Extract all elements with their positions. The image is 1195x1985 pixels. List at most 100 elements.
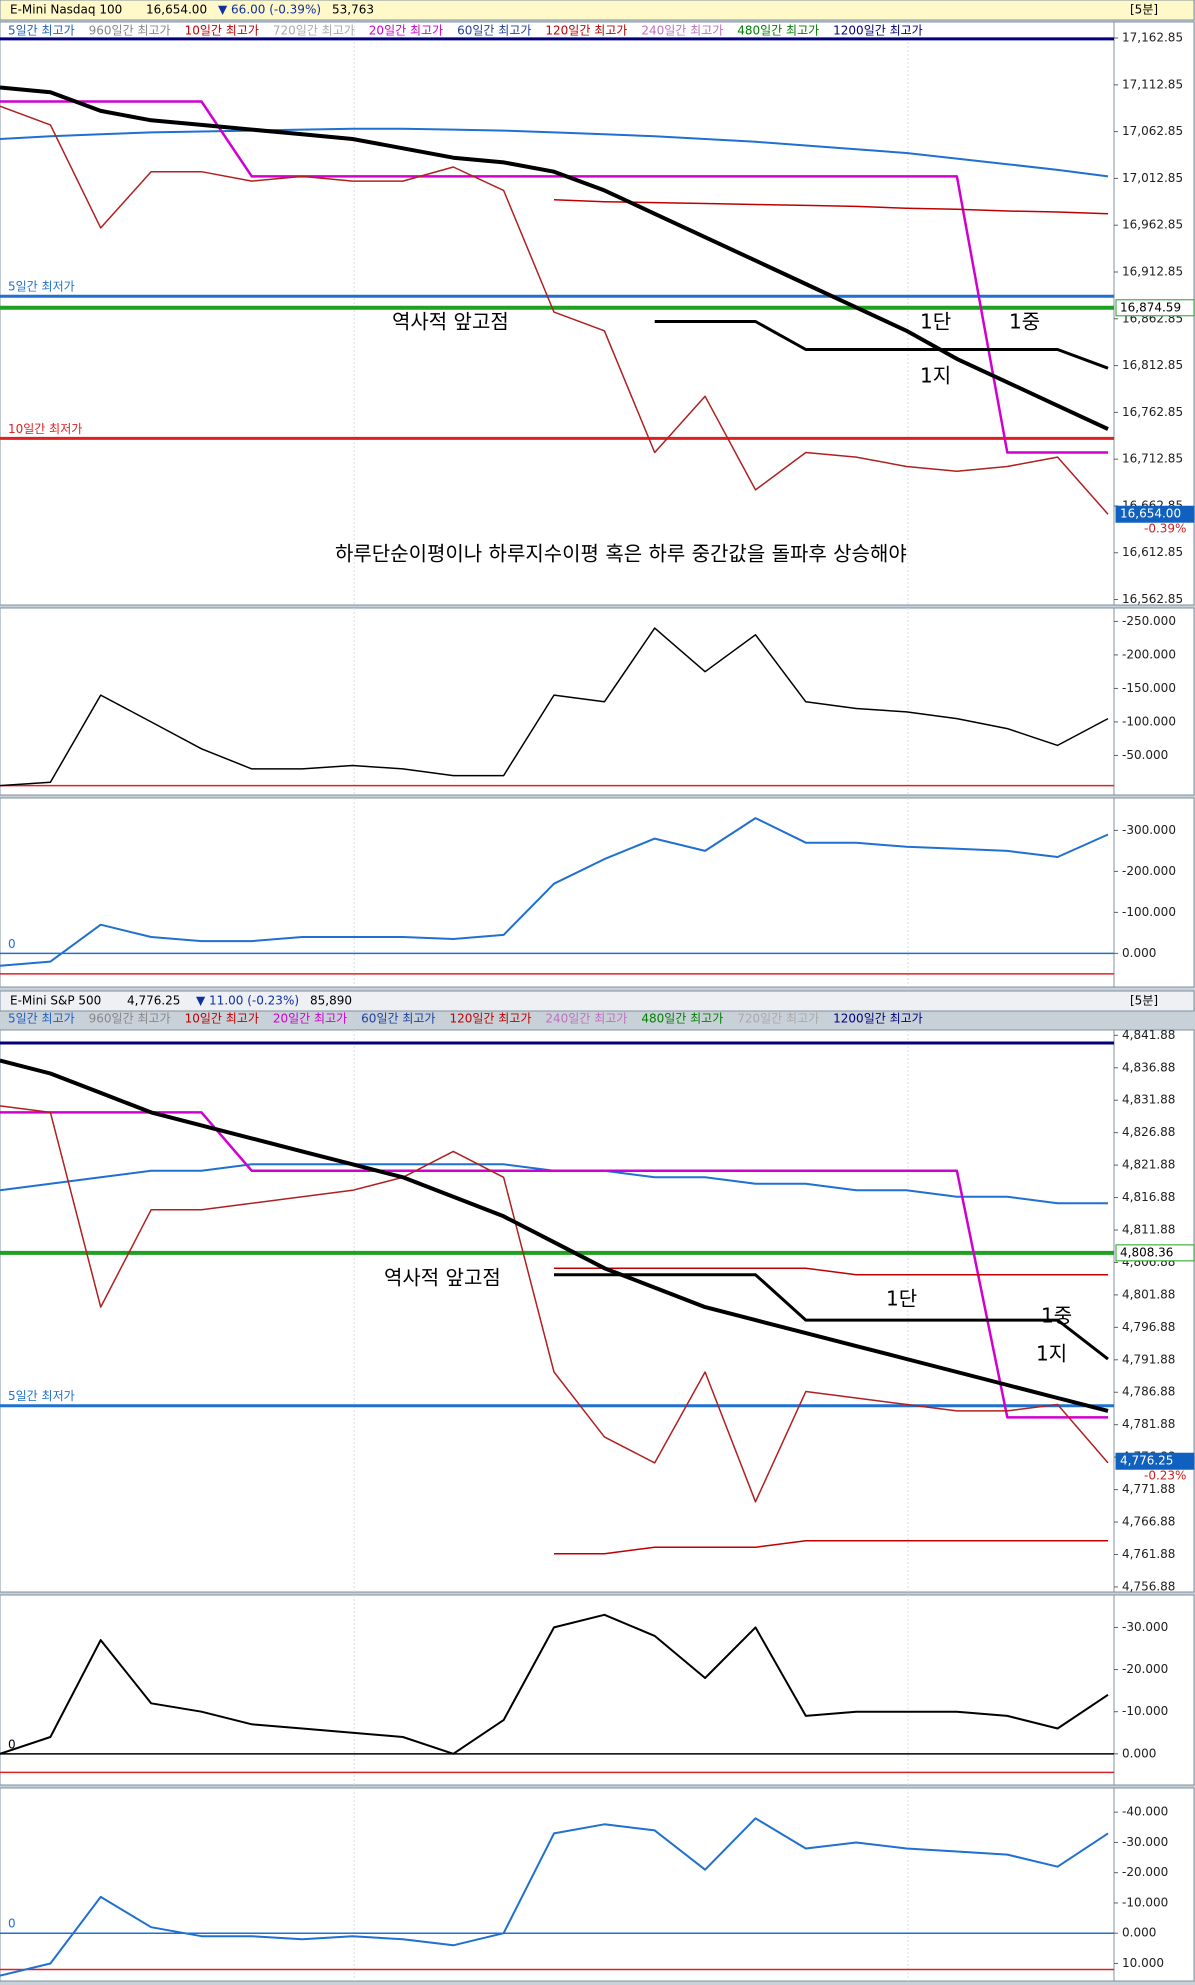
y-tick-label: -100.000	[1122, 714, 1176, 728]
y-tick-label: 16,812.85	[1122, 358, 1183, 372]
series-line	[0, 85, 1109, 431]
series-line	[0, 127, 1109, 178]
header-bar	[0, 990, 1195, 1012]
y-tick-label: 17,112.85	[1122, 77, 1183, 91]
annotation: 1단	[886, 1287, 917, 1311]
y-tick-label: 0.000	[1122, 1926, 1156, 1940]
y-tick-label: -20.000	[1122, 1865, 1168, 1879]
annotation: 1중	[1009, 310, 1040, 334]
header-price: 4,776.25	[127, 994, 180, 1008]
y-tick-label: -30.000	[1122, 1620, 1168, 1634]
header-title: E-Mini Nasdaq 100	[10, 3, 122, 17]
y-tick-label: 0.000	[1122, 946, 1156, 960]
series-line	[0, 817, 1109, 967]
interval: [5분]	[1130, 3, 1158, 17]
price-tag-box	[1115, 1452, 1195, 1470]
y-tick-label: 16,962.85	[1122, 218, 1183, 232]
annotation: 역사적 앞고점	[392, 310, 509, 334]
annotation: 1중	[1041, 1304, 1072, 1328]
legend-entry: 1200일간 최고가	[833, 24, 923, 38]
h-line-label: 5일간 최저가	[8, 280, 75, 294]
series-line	[554, 1539, 1108, 1555]
panel	[0, 797, 1195, 988]
header-title: E-Mini S&P 500	[10, 994, 101, 1008]
panel	[0, 21, 1195, 606]
series-line	[0, 1111, 1108, 1419]
y-tick-label: 4,836.88	[1122, 1060, 1175, 1074]
price-tag-box	[1115, 299, 1195, 317]
annotation: 1단	[920, 310, 951, 334]
y-tick-label: 4,816.88	[1122, 1190, 1175, 1204]
legend-entry: 480일간 최고가	[737, 24, 819, 38]
y-tick-label: -10.000	[1122, 1895, 1168, 1909]
series-line	[654, 320, 1109, 370]
y-tick-label: 4,771.88	[1122, 1482, 1175, 1496]
legend-entry: 120일간 최고가	[545, 24, 627, 38]
series-line	[0, 1817, 1109, 1977]
y-tick-label: 17,162.85	[1122, 31, 1183, 45]
y-tick-label: 10.000	[1122, 1956, 1164, 1970]
y-tick-label: -10.000	[1122, 1704, 1168, 1718]
price-tag-label: 4,808.36	[1120, 1245, 1173, 1259]
y-tick-label: 4,791.88	[1122, 1352, 1175, 1366]
legend-entry: 10일간 최고가	[185, 24, 259, 38]
legend-entry: 5일간 최고가	[8, 24, 75, 38]
legend-entry: 20일간 최고가	[273, 1012, 347, 1026]
y-tick-label: -30.000	[1122, 1835, 1168, 1849]
y-tick-label: 4,756.88	[1122, 1579, 1175, 1593]
y-tick-label: 4,796.88	[1122, 1320, 1175, 1334]
y-tick-label: -200.000	[1122, 864, 1176, 878]
y-tick-label: -100.000	[1122, 905, 1176, 919]
legend-entry: 60일간 최고가	[457, 24, 531, 38]
price-tag-label: 4,776.25	[1120, 1454, 1173, 1468]
price-tag-box	[1115, 1244, 1195, 1262]
y-tick-label: -250.000	[1122, 614, 1176, 628]
y-tick-label: -150.000	[1122, 681, 1176, 695]
annotation: 1지	[1036, 1342, 1067, 1366]
legend-entry: 10일간 최고가	[185, 1012, 259, 1026]
panel	[0, 1029, 1195, 1593]
header-change: ▼ 11.00 (-0.23%)	[196, 994, 299, 1008]
h-line-label: 0	[8, 1917, 16, 1931]
price-tag-box	[1115, 505, 1195, 523]
annotation: 역사적 앞고점	[384, 1266, 501, 1290]
h-line-label: 0	[8, 937, 16, 951]
price-tag-note: -0.23%	[1144, 1469, 1186, 1483]
y-tick-label: 16,712.85	[1122, 452, 1183, 466]
series-line	[0, 1613, 1109, 1755]
series-line	[553, 199, 1109, 215]
y-tick-label: -50.000	[1122, 748, 1168, 762]
y-tick-label: 17,062.85	[1122, 124, 1183, 138]
y-tick-label: 16,912.85	[1122, 264, 1183, 278]
y-tick-label: 4,811.88	[1122, 1223, 1175, 1237]
y-tick-label: 4,826.88	[1122, 1125, 1175, 1139]
legend-entry: 960일간 최고가	[89, 24, 171, 38]
legend-entry: 20일간 최고가	[369, 24, 443, 38]
panel	[0, 1594, 1195, 1786]
legend-entry: 480일간 최고가	[641, 1012, 723, 1026]
legend-entry: 720일간 최고가	[273, 24, 355, 38]
panel	[0, 1787, 1195, 1982]
h-line-label: 5일간 최저가	[8, 1389, 75, 1403]
legend-entry: 5일간 최고가	[8, 1012, 75, 1026]
y-tick-label: 16,612.85	[1122, 545, 1183, 559]
annotation: 하루단순이평이나 하루지수이평 혹은 하루 중간값을 돌파후 상승해야	[335, 542, 907, 566]
price-tag-note: -0.39%	[1144, 522, 1186, 536]
h-line-label: 10일간 최저가	[8, 422, 82, 436]
y-tick-label: 4,831.88	[1122, 1093, 1175, 1107]
y-tick-label: -40.000	[1122, 1805, 1168, 1819]
y-tick-label: 16,762.85	[1122, 405, 1183, 419]
legend-entry: 60일간 최고가	[361, 1012, 435, 1026]
y-tick-label: -20.000	[1122, 1662, 1168, 1676]
series-line	[554, 1267, 1108, 1276]
header-volume: 53,763	[332, 3, 374, 17]
y-tick-label: 16,562.85	[1122, 592, 1183, 606]
y-tick-label: 4,761.88	[1122, 1547, 1175, 1561]
legend-entry: 720일간 최고가	[737, 1012, 819, 1026]
legend-entry: 960일간 최고가	[89, 1012, 171, 1026]
header-price: 16,654.00	[146, 3, 207, 17]
legend-entry: 240일간 최고가	[545, 1012, 627, 1026]
y-tick-label: 4,801.88	[1122, 1287, 1175, 1301]
